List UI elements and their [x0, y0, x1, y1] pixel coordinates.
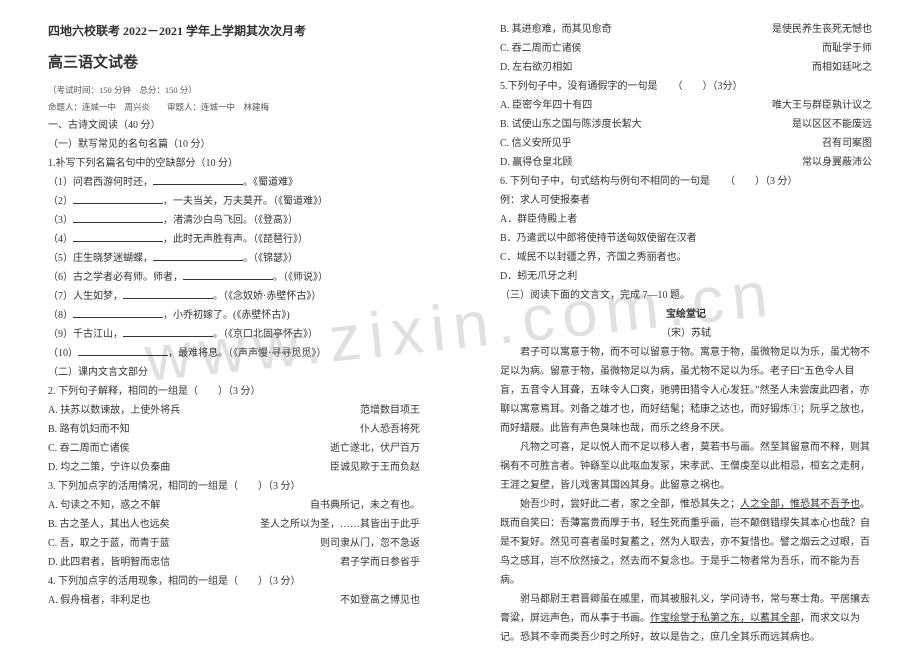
q3-b: B. 古之圣人，其出人也远矣圣人之所以为圣，……其皆出于此乎: [48, 515, 420, 534]
q4-a: A. 假舟楫者，非利足也不如登高之博见也: [48, 591, 420, 610]
fill-line-3: （3），渚清沙白鸟飞回。（《登高》）: [48, 211, 420, 230]
q3-d: D. 此四君者，皆明智而忠信君子学而日参省乎: [48, 553, 420, 572]
q5-b: B. 试使山东之国与陈涉度长絜大是以区区不能废远: [500, 115, 872, 134]
q6-example: 例：求人可使报秦者: [500, 191, 872, 210]
fill-line-6: （6）古之学者必有师。师者，。（《师说》）: [48, 268, 420, 287]
heading-2: 高三语文试卷: [48, 49, 420, 78]
fill-line-7: （7）人生如梦，。（《念奴娇·赤壁怀古》）: [48, 287, 420, 306]
q2-a: A. 扶苏以数谏故，上使外将兵范增数目项王: [48, 401, 420, 420]
q6-b: B．乃遣武以中郎将使持节送匈奴使留在汉者: [500, 229, 872, 248]
heading-1: 四地六校联考 2022－2021 学年上学期其次次月考: [48, 20, 420, 43]
q2-d: D. 均之二策，宁许以负秦曲臣诚见欺于王而负赵: [48, 458, 420, 477]
section-1a: （一）默写常见的名句名篇（10 分）: [48, 135, 420, 154]
q6-d: D．蚓无爪牙之利: [500, 267, 872, 286]
q4: 4. 下列加点字的活用现象，相同的一组是（ ）（3 分）: [48, 572, 420, 591]
q1: 1.补写下列名篇名句中的空缺部分（10 分）: [48, 154, 420, 173]
q2-b: B. 路有饥妇而不知仆人恐吾将死: [48, 420, 420, 439]
essay-p1: 君子可以寓意于物，而不可以留意于物。寓意于物，虽微物足以为乐，虽尤物不足以为病。…: [500, 343, 872, 438]
right-column: B. 其进愈难，而其见愈奇是使民养生丧死无憾也 C. 吞二周而亡诸侯而耻学于师 …: [460, 20, 920, 631]
q3-a: A. 句读之不知，惑之不解自书典所记，未之有也。: [48, 496, 420, 515]
q5-c: C. 信义安所见乎召有司案图: [500, 134, 872, 153]
q6-c: C．域民不以封疆之界，齐国之秀丽者也。: [500, 248, 872, 267]
q5: 5.下列句子中，没有通假字的一句是 （ ）（3分）: [500, 77, 872, 96]
exam-meta-1: （考试时间：150 分钟 总分：150 分）: [48, 83, 420, 97]
section-1: 一、古诗文阅读（40 分）: [48, 116, 420, 135]
fill-line-1: （1）问君西游何时还，。《蜀道难》: [48, 173, 420, 192]
q2: 2. 下列句子解释，相同的一组是（ ）（3 分）: [48, 382, 420, 401]
essay-p2: 凡物之可喜，足以悦人而不足以移人者，莫若书与画。然至其留意而不释，则其祸有不可胜…: [500, 438, 872, 495]
q2-c: C. 吞二周而亡诸侯逝亡遂北，伏尸百万: [48, 439, 420, 458]
fill-line-2: （2），一夫当关，万夫莫开。（《蜀道难》）: [48, 192, 420, 211]
essay-title: 宝绘堂记: [500, 305, 872, 324]
section-1b: （二）课内文言文部分: [48, 363, 420, 382]
underline-2: 作宝绘堂于私第之东，以蓄其全部: [650, 613, 800, 624]
fill-line-4: （4），此时无声胜有声。（《琵琶行》）: [48, 230, 420, 249]
fill-line-10: （10），最难将息。（《声声慢·寻寻觅觅》）: [48, 344, 420, 363]
essay-p4: 驸马都尉王君晋卿虽在戚里，而其被服礼义，学问诗书，常与寒士角。平居攘去膏粱，屏远…: [500, 590, 872, 647]
fill-line-5: （5）庄生晓梦迷蝴蝶，。（《锦瑟》）: [48, 249, 420, 268]
q3: 3. 下列加点字的活用情况，相同的一组是（ ）（3 分）: [48, 477, 420, 496]
underline-1: 人之全部，惟恐其不吾予也: [740, 499, 860, 510]
q6-a: A．群臣侍殿上者: [500, 210, 872, 229]
q5-d: D. 赢得仓皇北顾常以身翼蔽沛公: [500, 153, 872, 172]
section-3: （三）阅读下面的文言文，完成 7—10 题。: [500, 286, 872, 305]
r1-c: C. 吞二周而亡诸侯而耻学于师: [500, 39, 872, 58]
fill-line-8: （8），小乔初嫁了。(《赤壁怀古》): [48, 306, 420, 325]
q6: 6. 下列句子中，句式结构与例句不相同的一句是 （ ）（3 分）: [500, 172, 872, 191]
r1-b: B. 其进愈难，而其见愈奇是使民养生丧死无憾也: [500, 20, 872, 39]
q5-a: A. 臣密今年四十有四唯大王与群臣孰计议之: [500, 96, 872, 115]
fill-line-9: （9）千古江山，。（《京口北固亭怀古》）: [48, 325, 420, 344]
page: 四地六校联考 2022－2021 学年上学期其次次月考 高三语文试卷 （考试时间…: [0, 0, 920, 651]
exam-meta-2: 命题人：连城一中 周兴炎 审题人：连城一中 林建梅: [48, 100, 420, 114]
q3-c: C. 吾，取之于蓝，而青于蓝则司隶从门，忽不急返: [48, 534, 420, 553]
left-column: 四地六校联考 2022－2021 学年上学期其次次月考 高三语文试卷 （考试时间…: [0, 20, 460, 631]
essay-author: （宋）苏轼: [500, 324, 872, 343]
essay-p3: 始吾少时，尝好此二者，家之全部，惟恐其失之；人之全部，惟恐其不吾予也。既而自笑曰…: [500, 495, 872, 590]
r1-d: D. 左右欲刃相如而相如廷叱之: [500, 58, 872, 77]
